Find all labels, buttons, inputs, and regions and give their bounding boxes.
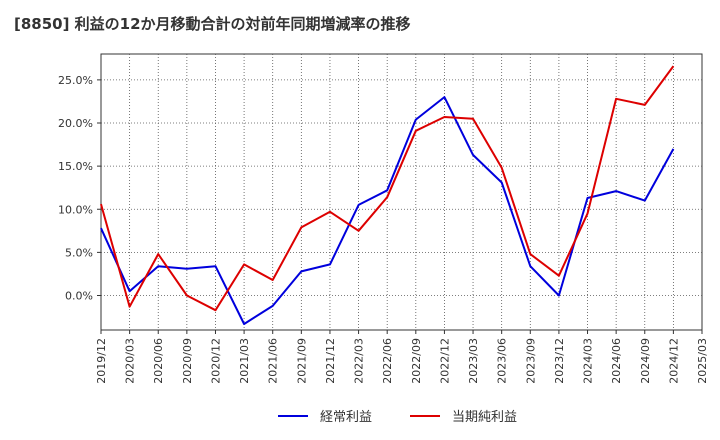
series-line-1 — [100, 96, 675, 325]
x-tick-label: 2024/09 — [639, 338, 652, 384]
x-tick-label: 2020/09 — [181, 338, 194, 384]
y-axis: 0.0% 5.0% 10.0% 15.0% 20.0% 25.0% — [58, 74, 101, 303]
x-tick-label: 2024/12 — [667, 338, 680, 384]
x-tick-label: 2022/09 — [410, 338, 423, 384]
x-tick-label: 2021/03 — [238, 338, 251, 384]
x-tick-label: 2019/12 — [95, 338, 108, 384]
x-tick-label: 2023/09 — [524, 338, 537, 384]
legend-label: 当期純利益 — [452, 410, 517, 425]
y-tick-label: 5.0% — [65, 246, 93, 259]
x-tick-label: 2022/06 — [381, 338, 394, 384]
x-tick-label: 2023/12 — [553, 338, 566, 384]
legend-label: 経常利益 — [320, 410, 372, 425]
x-tick-label: 2023/03 — [467, 338, 480, 384]
y-tick-label: 0.0% — [65, 290, 93, 303]
plot-area — [100, 53, 703, 331]
x-tick-label: 2020/06 — [152, 338, 165, 384]
x-tick-label: 2024/03 — [582, 338, 595, 384]
x-tick-label: 2021/12 — [324, 338, 337, 384]
legend: 経常利益 当期純利益 — [278, 410, 517, 425]
x-tick-label: 2020/12 — [209, 338, 222, 384]
x-tick-label: 2022/03 — [353, 338, 366, 384]
x-tick-label: 2025/03 — [696, 338, 709, 384]
x-tick-label: 2022/12 — [438, 338, 451, 384]
x-tick-label: 2024/06 — [610, 338, 623, 384]
series-group — [100, 65, 675, 325]
x-axis: 2019/12 2020/03 2020/06 2020/09 2020/12 2021/… — [95, 330, 709, 384]
series-line-2 — [100, 65, 675, 312]
y-tick-label: 10.0% — [58, 203, 93, 216]
x-tick-label: 2021/06 — [267, 338, 280, 384]
y-tick-label: 15.0% — [58, 160, 93, 173]
x-tick-label: 2021/09 — [295, 338, 308, 384]
y-tick-label: 20.0% — [58, 117, 93, 130]
x-tick-label: 2020/03 — [124, 338, 137, 384]
x-tick-label: 2023/06 — [496, 338, 509, 384]
y-tick-label: 25.0% — [58, 74, 93, 87]
chart-title: [8850] 利益の12か月移動合計の対前年同期増減率の推移 — [14, 15, 411, 33]
